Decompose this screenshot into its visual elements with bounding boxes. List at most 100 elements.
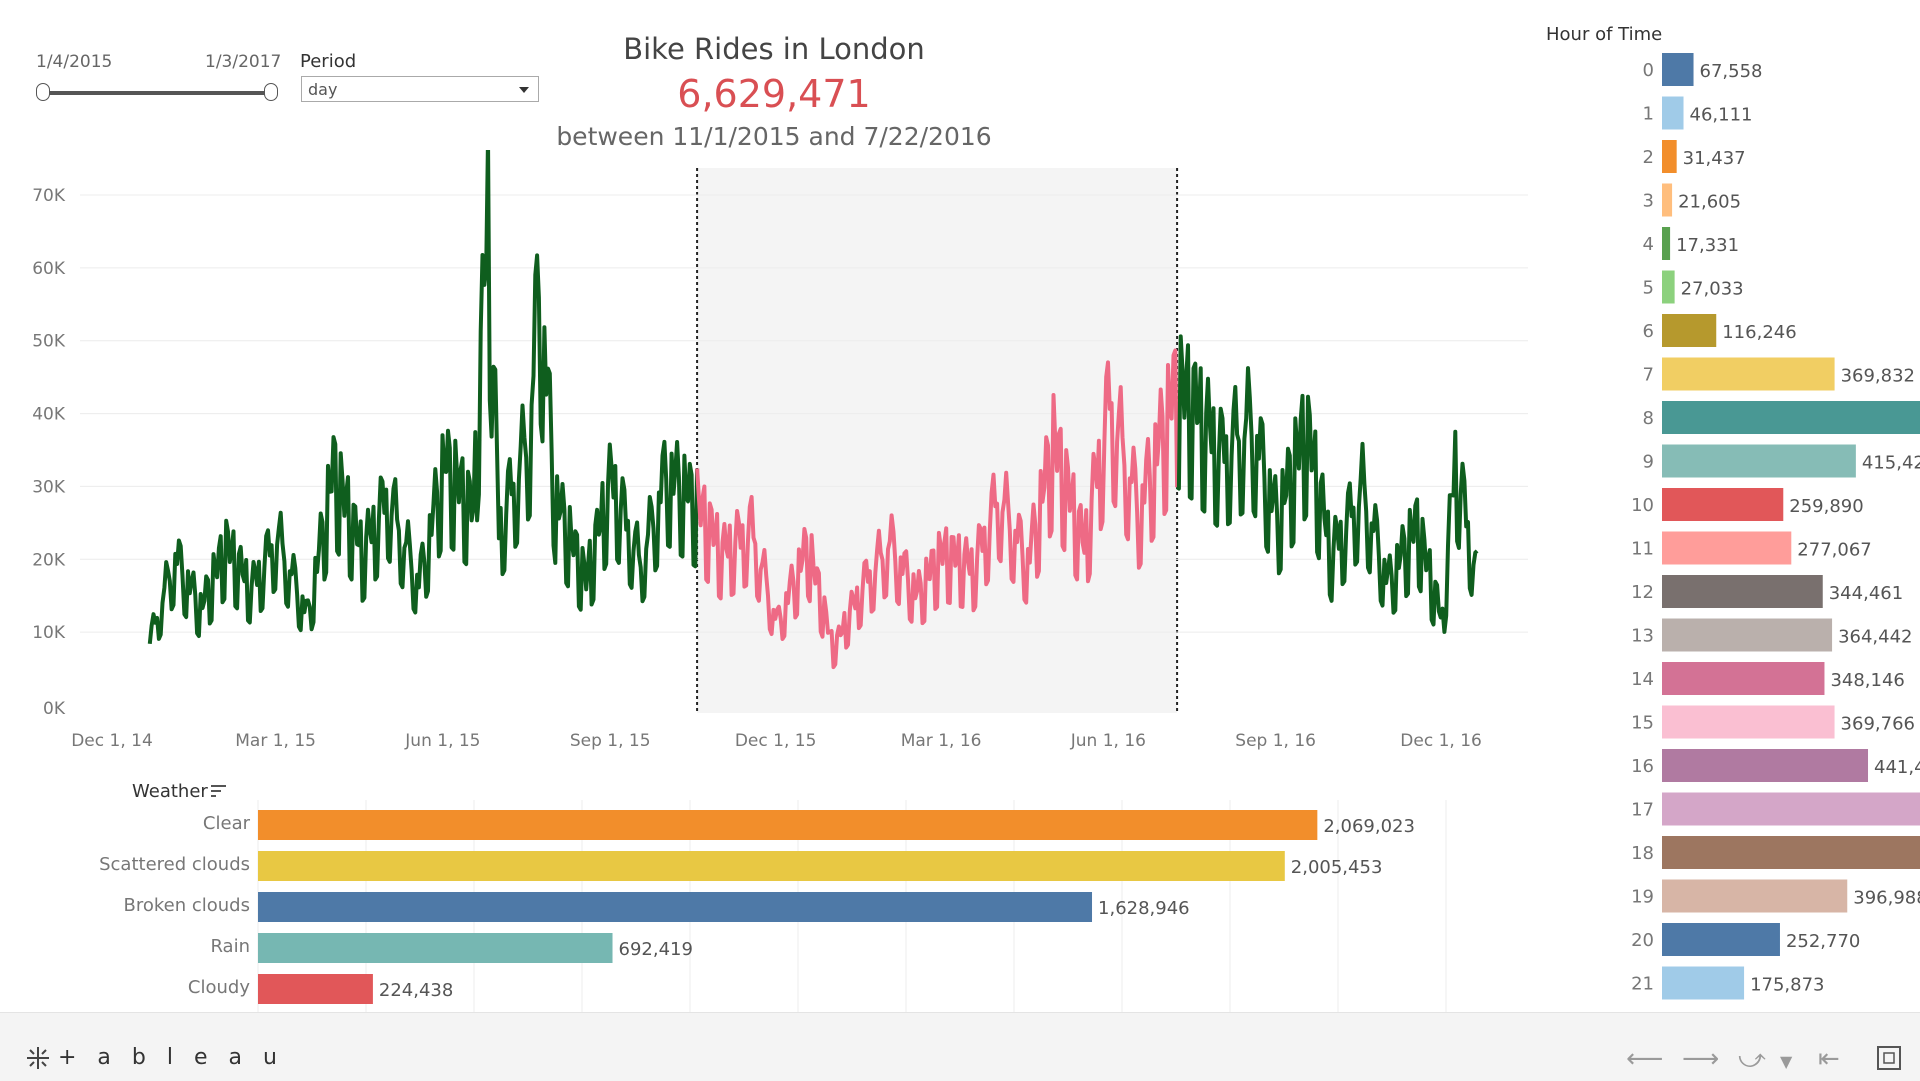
hour-bar: [1662, 618, 1833, 652]
hour-value-label: 27,033: [1681, 279, 1744, 300]
fullscreen-icon[interactable]: [1876, 1045, 1902, 1071]
weather-value-label: 1,628,946: [1098, 898, 1190, 919]
hour-label: 6: [1643, 321, 1654, 342]
hour-label: 19: [1631, 887, 1654, 908]
hour-bar: [1662, 401, 1920, 434]
weather-bar-chart[interactable]: Clear 2,069,023 Scattered clouds 2,005,453 B…: [0, 790, 1540, 1012]
hour-value-label: 175,873: [1750, 975, 1824, 996]
weather-title: Weather: [132, 781, 208, 802]
hour-value-label: 344,461: [1829, 583, 1903, 604]
y-tick-label: 20K: [32, 550, 66, 570]
y-tick-label: 0K: [43, 699, 66, 719]
hour-value-label: 252,770: [1786, 931, 1860, 952]
period-dropdown[interactable]: day: [301, 76, 539, 102]
hour-bar: [1662, 96, 1684, 130]
hour-bar: [1662, 270, 1675, 304]
x-tick-label: Dec 1, 14: [71, 731, 153, 751]
y-tick-label: 10K: [32, 623, 66, 643]
hour-label: 9: [1643, 452, 1654, 473]
hour-value-label: 369,832: [1841, 366, 1915, 387]
weather-bar: [258, 974, 373, 1004]
dashboard-title: Bike Rides in London: [623, 32, 925, 66]
slider-handle-end[interactable]: [264, 83, 278, 101]
weather-category-label: Broken clouds: [124, 895, 250, 916]
rides-line-chart[interactable]: 0K 10K 20K 30K 40K 50K 60K 70K Dec 1, 14 Mar 1, 1…: [0, 150, 1540, 760]
reset-icon[interactable]: ⇤: [1818, 1044, 1840, 1074]
sort-icon[interactable]: [211, 784, 227, 798]
hour-label: 4: [1643, 234, 1654, 255]
hour-bar: [1662, 183, 1673, 217]
hour-bar: [1662, 575, 1823, 608]
hour-value-label: 116,246: [1722, 322, 1796, 343]
rides-line-selected: [695, 348, 1180, 670]
revert-menu-chevron-icon[interactable]: ▼: [1780, 1052, 1793, 1071]
undo-icon[interactable]: ⟵: [1626, 1044, 1664, 1074]
hour-value-label: 46,111: [1690, 105, 1753, 126]
hour-label: 17: [1631, 800, 1654, 821]
hour-label: 16: [1631, 756, 1654, 777]
hour-value-label: 441,457: [1874, 757, 1920, 778]
hour-bar: [1662, 879, 1848, 913]
hour-value-label: 17,331: [1676, 235, 1739, 256]
hour-value-label: 364,442: [1838, 627, 1912, 648]
tableau-logo-icon: [27, 1047, 49, 1069]
hour-bar: [1662, 923, 1780, 956]
tableau-wordmark: + a b l e a u: [58, 1045, 284, 1070]
hour-label: 15: [1631, 713, 1654, 734]
date-range-start: 1/4/2015: [36, 52, 113, 72]
weather-value-label: 2,069,023: [1323, 816, 1415, 837]
weather-bar: [258, 810, 1318, 840]
x-tick-label: Sep 1, 15: [570, 731, 651, 751]
hour-value-label: 369,766: [1841, 714, 1915, 735]
hour-label: 7: [1643, 365, 1654, 386]
weather-category-label: Rain: [210, 936, 250, 957]
x-tick-label: Mar 1, 16: [901, 731, 982, 751]
hour-bar: [1662, 357, 1835, 391]
hour-value-label: 415,425: [1862, 453, 1920, 474]
date-range-end: 1/3/2017: [205, 52, 282, 72]
hour-bar: [1662, 488, 1784, 521]
total-rides: 6,629,471: [677, 72, 871, 116]
hour-value-label: 21,605: [1678, 192, 1741, 213]
hour-label: 12: [1631, 582, 1654, 603]
weather-category-label: Clear: [203, 813, 251, 834]
hour-bar: [1662, 662, 1825, 695]
x-tick-label: Mar 1, 15: [235, 731, 316, 751]
period-label: Period: [300, 51, 357, 72]
rides-line-before: [147, 150, 700, 644]
hour-value-label: 396,988: [1853, 888, 1920, 909]
weather-value-label: 692,419: [619, 939, 693, 960]
hour-label: 0: [1643, 60, 1654, 81]
weather-category-label: Cloudy: [188, 977, 250, 998]
hour-bar: [1662, 314, 1717, 347]
hour-bar: [1662, 444, 1856, 478]
hour-value-label: 67,558: [1700, 61, 1763, 82]
redo-icon[interactable]: ⟶: [1682, 1044, 1720, 1074]
hour-chart-title: Hour of Time: [1546, 24, 1663, 45]
hour-bar: [1662, 140, 1677, 173]
hour-value-label: 277,067: [1797, 540, 1871, 561]
y-tick-label: 30K: [32, 477, 66, 497]
hour-bar: [1662, 705, 1835, 739]
weather-bar: [258, 933, 613, 963]
x-tick-label: Dec 1, 15: [735, 731, 817, 751]
slider-handle-start[interactable]: [36, 83, 50, 101]
hour-value-label: 259,890: [1789, 496, 1863, 517]
hour-bar-chart[interactable]: 0 67,558 1 46,111 2 31,437 3 21,605 4 17,331 5 27,0…: [1620, 48, 1920, 1010]
x-tick-label: Sep 1, 16: [1235, 731, 1316, 751]
hour-label: 21: [1631, 974, 1654, 995]
hour-label: 1: [1643, 104, 1654, 125]
weather-bar: [258, 851, 1285, 881]
hour-bar: [1662, 792, 1920, 826]
hour-label: 8: [1643, 408, 1654, 429]
weather-category-label: Scattered clouds: [99, 854, 250, 875]
date-subtitle: between 11/1/2015 and 7/22/2016: [556, 122, 992, 151]
hour-label: 20: [1631, 930, 1654, 951]
date-range-slider[interactable]: [42, 91, 272, 95]
y-tick-label: 40K: [32, 405, 66, 425]
x-tick-label: Dec 1, 16: [1400, 731, 1482, 751]
weather-value-label: 224,438: [379, 980, 453, 1001]
revert-icon[interactable]: ⤻: [1738, 1044, 1766, 1074]
hour-bar: [1662, 227, 1671, 260]
period-value: day: [308, 80, 338, 99]
